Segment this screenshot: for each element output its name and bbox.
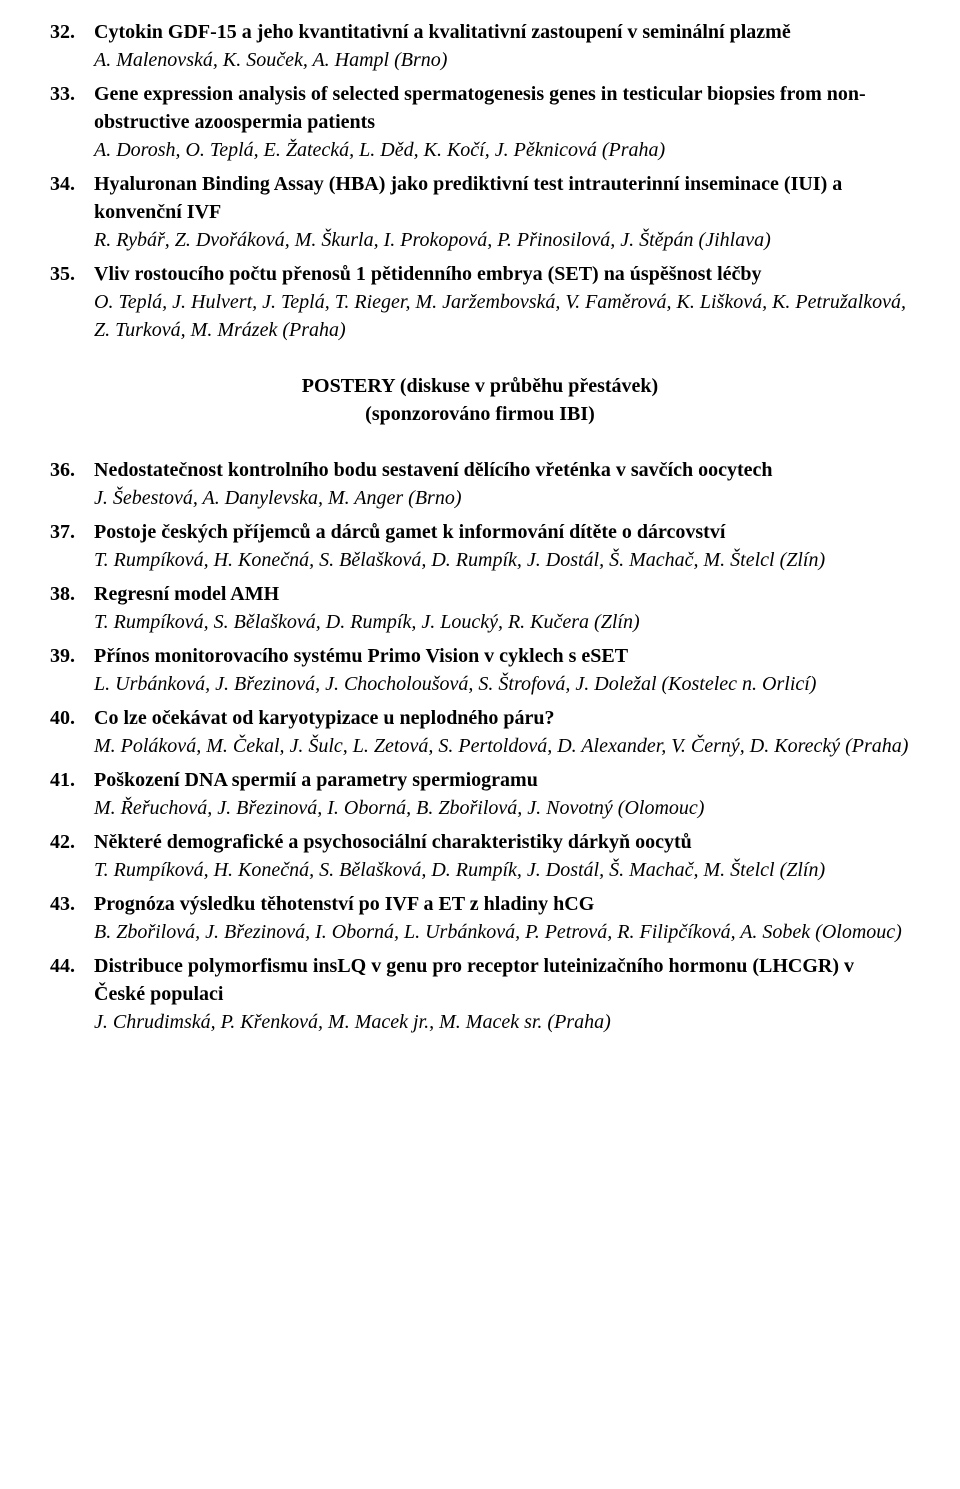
entry-authors: T. Rumpíková, H. Konečná, S. Bělašková, … [94, 856, 910, 884]
program-entry: 33.Gene expression analysis of selected … [50, 80, 910, 164]
program-entry: 40.Co lze očekávat od karyotypizace u ne… [50, 704, 910, 760]
entry-content: Regresní model AMHT. Rumpíková, S. Bělaš… [94, 580, 910, 636]
entry-number: 40. [50, 704, 94, 732]
entry-number: 35. [50, 260, 94, 288]
entry-content: Nedostatečnost kontrolního bodu sestaven… [94, 456, 910, 512]
entry-authors: R. Rybář, Z. Dvořáková, M. Škurla, I. Pr… [94, 226, 910, 254]
program-entry: 35.Vliv rostoucího počtu přenosů 1 pětid… [50, 260, 910, 344]
entry-title: Přínos monitorovacího systému Primo Visi… [94, 642, 910, 670]
entry-content: Hyaluronan Binding Assay (HBA) jako pred… [94, 170, 910, 254]
entry-number: 39. [50, 642, 94, 670]
entries-before-heading: 32.Cytokin GDF-15 a jeho kvantitativní a… [50, 18, 910, 344]
entry-title: Cytokin GDF-15 a jeho kvantitativní a kv… [94, 18, 910, 46]
entry-authors: T. Rumpíková, S. Bělašková, D. Rumpík, J… [94, 608, 910, 636]
entry-authors: T. Rumpíková, H. Konečná, S. Bělašková, … [94, 546, 910, 574]
entry-content: Některé demografické a psychosociální ch… [94, 828, 910, 884]
entry-title: Prognóza výsledku těhotenství po IVF a E… [94, 890, 910, 918]
section-heading-line1: POSTERY (diskuse v průběhu přestávek) [50, 372, 910, 400]
entry-content: Gene expression analysis of selected spe… [94, 80, 910, 164]
entry-authors: A. Malenovská, K. Souček, A. Hampl (Brno… [94, 46, 910, 74]
entry-content: Vliv rostoucího počtu přenosů 1 pětidenn… [94, 260, 910, 344]
entry-number: 36. [50, 456, 94, 484]
entry-authors: A. Dorosh, O. Teplá, E. Žatecká, L. Děd,… [94, 136, 910, 164]
entry-authors: B. Zbořilová, J. Březinová, I. Oborná, L… [94, 918, 910, 946]
entry-number: 38. [50, 580, 94, 608]
program-entry: 43.Prognóza výsledku těhotenství po IVF … [50, 890, 910, 946]
entry-number: 42. [50, 828, 94, 856]
entry-title: Nedostatečnost kontrolního bodu sestaven… [94, 456, 910, 484]
section-heading-line2: (sponzorováno firmou IBI) [50, 400, 910, 428]
entry-authors: M. Řeřuchová, J. Březinová, I. Oborná, B… [94, 794, 910, 822]
program-entry: 32.Cytokin GDF-15 a jeho kvantitativní a… [50, 18, 910, 74]
entry-authors: J. Šebestová, A. Danylevska, M. Anger (B… [94, 484, 910, 512]
entry-title: Poškození DNA spermií a parametry spermi… [94, 766, 910, 794]
entry-content: Cytokin GDF-15 a jeho kvantitativní a kv… [94, 18, 910, 74]
entry-authors: O. Teplá, J. Hulvert, J. Teplá, T. Riege… [94, 288, 910, 344]
entry-title: Hyaluronan Binding Assay (HBA) jako pred… [94, 170, 910, 226]
entry-title: Regresní model AMH [94, 580, 910, 608]
entry-authors: M. Poláková, M. Čekal, J. Šulc, L. Zetov… [94, 732, 910, 760]
entry-content: Prognóza výsledku těhotenství po IVF a E… [94, 890, 910, 946]
page-content: 32.Cytokin GDF-15 a jeho kvantitativní a… [0, 0, 960, 1489]
program-entry: 42.Některé demografické a psychosociální… [50, 828, 910, 884]
entry-number: 44. [50, 952, 94, 980]
entry-title: Gene expression analysis of selected spe… [94, 80, 910, 136]
section-heading: POSTERY (diskuse v průběhu přestávek) (s… [50, 372, 910, 428]
entry-content: Distribuce polymorfismu insLQ v genu pro… [94, 952, 910, 1036]
entry-number: 32. [50, 18, 94, 46]
program-entry: 44.Distribuce polymorfismu insLQ v genu … [50, 952, 910, 1036]
program-entry: 36.Nedostatečnost kontrolního bodu sesta… [50, 456, 910, 512]
program-entry: 41.Poškození DNA spermií a parametry spe… [50, 766, 910, 822]
program-entry: 37.Postoje českých příjemců a dárců game… [50, 518, 910, 574]
program-entry: 34.Hyaluronan Binding Assay (HBA) jako p… [50, 170, 910, 254]
entry-title: Některé demografické a psychosociální ch… [94, 828, 910, 856]
entry-number: 43. [50, 890, 94, 918]
entry-number: 41. [50, 766, 94, 794]
entry-authors: L. Urbánková, J. Březinová, J. Chocholou… [94, 670, 910, 698]
program-entry: 39.Přínos monitorovacího systému Primo V… [50, 642, 910, 698]
entry-content: Přínos monitorovacího systému Primo Visi… [94, 642, 910, 698]
entry-title: Distribuce polymorfismu insLQ v genu pro… [94, 952, 910, 1008]
entry-content: Postoje českých příjemců a dárců gamet k… [94, 518, 910, 574]
program-entry: 38.Regresní model AMHT. Rumpíková, S. Bě… [50, 580, 910, 636]
entry-content: Co lze očekávat od karyotypizace u neplo… [94, 704, 910, 760]
entry-number: 34. [50, 170, 94, 198]
entries-after-heading: 36.Nedostatečnost kontrolního bodu sesta… [50, 456, 910, 1036]
entry-authors: J. Chrudimská, P. Křenková, M. Macek jr.… [94, 1008, 910, 1036]
entry-number: 37. [50, 518, 94, 546]
entry-title: Vliv rostoucího počtu přenosů 1 pětidenn… [94, 260, 910, 288]
entry-content: Poškození DNA spermií a parametry spermi… [94, 766, 910, 822]
entry-number: 33. [50, 80, 94, 108]
entry-title: Postoje českých příjemců a dárců gamet k… [94, 518, 910, 546]
entry-title: Co lze očekávat od karyotypizace u neplo… [94, 704, 910, 732]
